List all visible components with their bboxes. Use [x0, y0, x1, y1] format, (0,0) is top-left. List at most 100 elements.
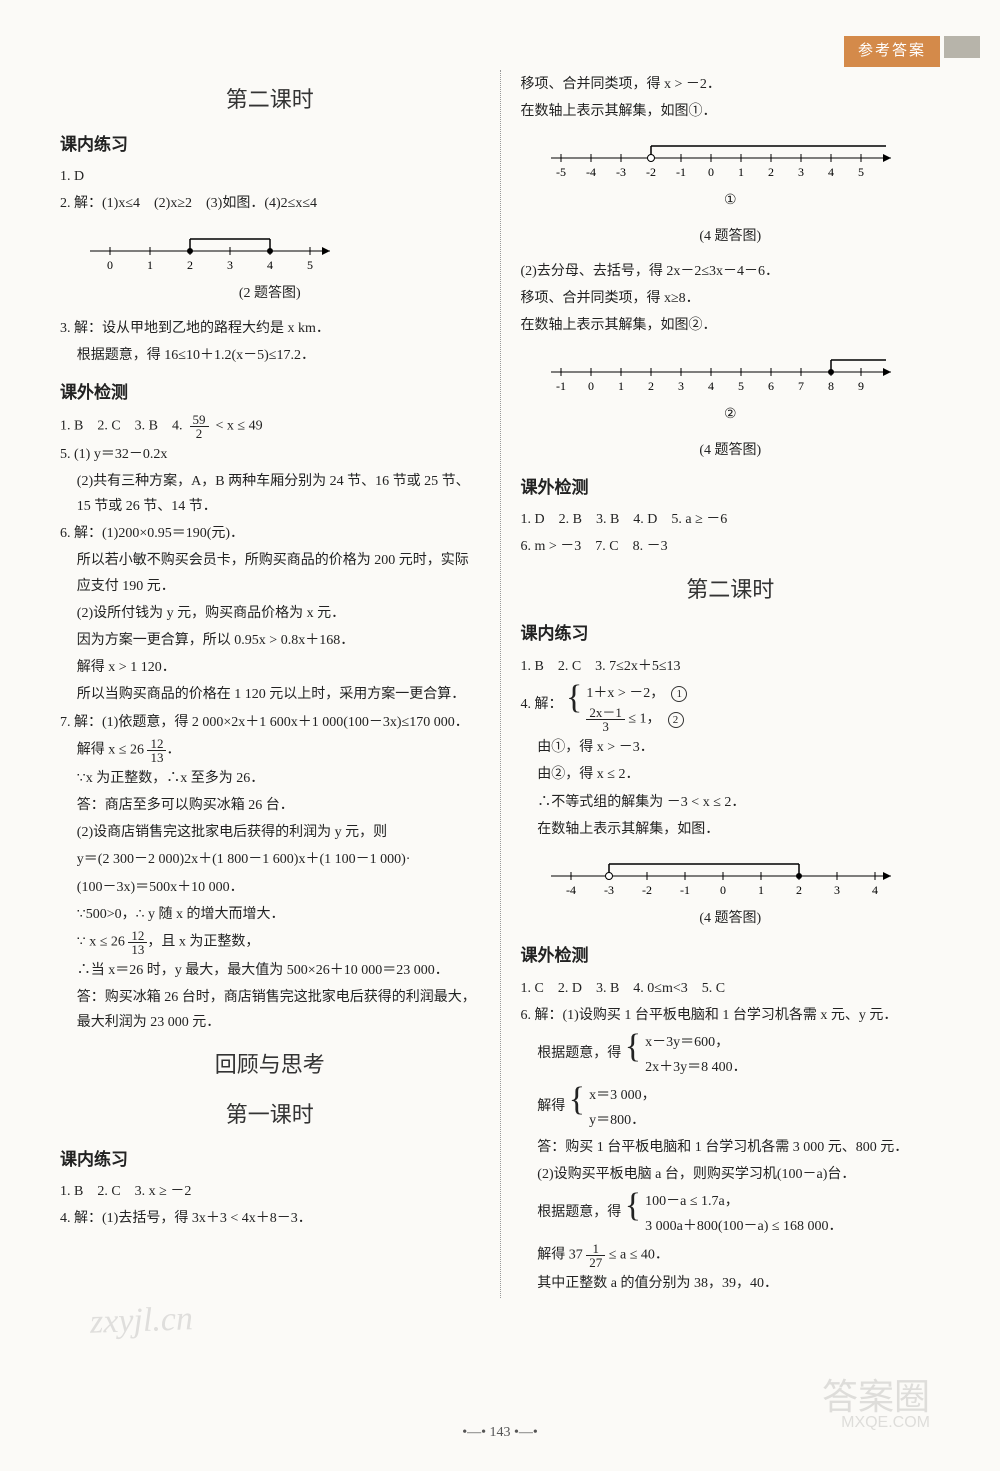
- svg-text:-4: -4: [586, 165, 596, 179]
- answer-line: 解得 x > 1 120．: [60, 655, 480, 680]
- svg-text:2: 2: [768, 165, 774, 179]
- answer-line: 6. 解：(1)200×0.95＝190(元)．: [60, 521, 480, 546]
- answer-line: 所以当购买商品的价格在 1 120 元以上时，采用方案一更合算．: [60, 682, 480, 707]
- svg-text:2: 2: [187, 258, 193, 272]
- svg-text:5: 5: [738, 379, 744, 393]
- fraction: 12 13: [147, 737, 166, 764]
- section-heading: 课内练习: [60, 130, 480, 161]
- answer-line: (100－3x)＝500x＋10 000．: [60, 875, 480, 900]
- number-line-A: -5-4-3 -2-10 123 45: [541, 138, 941, 182]
- answer-line: 6. 解：(1)设购买 1 台平板电脑和 1 台学习机各需 x 元、y 元．: [521, 1003, 941, 1028]
- svg-text:1: 1: [147, 258, 153, 272]
- svg-text:4: 4: [828, 165, 834, 179]
- svg-text:-5: -5: [556, 165, 566, 179]
- svg-text:9: 9: [858, 379, 864, 393]
- svg-text:3: 3: [227, 258, 233, 272]
- answer-line: 在数轴上表示其解集，如图①．: [521, 99, 941, 124]
- fraction: 12 13: [128, 929, 147, 956]
- svg-text:1: 1: [738, 165, 744, 179]
- fraction: 127: [586, 1242, 605, 1269]
- svg-text:1: 1: [758, 883, 764, 897]
- fraction: 592: [190, 413, 209, 440]
- svg-text:-1: -1: [676, 165, 686, 179]
- answer-line: 1. C 2. D 3. B 4. 0≤m<3 5. C: [521, 976, 941, 1001]
- answer-line: 根据题意，得 { x－3y＝600，2x＋3y＝8 400．: [521, 1030, 941, 1080]
- svg-text:-3: -3: [604, 883, 614, 897]
- svg-text:0: 0: [720, 883, 726, 897]
- svg-text:-1: -1: [556, 379, 566, 393]
- section-title: 回顾与思考: [60, 1045, 480, 1085]
- answer-line: 由②，得 x ≤ 2．: [521, 762, 941, 787]
- svg-text:4: 4: [708, 379, 714, 393]
- svg-text:-4: -4: [566, 883, 576, 897]
- number-line-B: -101 234 567 89: [541, 352, 941, 396]
- answer-line: y＝(2 300－2 000)2x＋(1 800－1 600)x＋(1 100－…: [60, 847, 480, 872]
- answer-line: 在数轴上表示其解集，如图②．: [521, 313, 941, 338]
- page-number: •—• 143 •—•: [0, 1420, 1000, 1445]
- answer-line: 由①，得 x > －3．: [521, 735, 941, 760]
- answer-line: 1. D: [60, 164, 480, 189]
- svg-text:5: 5: [858, 165, 864, 179]
- circle-label: ①: [521, 188, 941, 213]
- svg-text:0: 0: [708, 165, 714, 179]
- svg-text:5: 5: [307, 258, 313, 272]
- svg-text:2: 2: [796, 883, 802, 897]
- svg-text:0: 0: [107, 258, 113, 272]
- svg-text:-2: -2: [646, 165, 656, 179]
- number-line-1: 0 1 2 3 4 5: [80, 231, 480, 275]
- answer-line: 4. 解：(1)去括号，得 3x＋3 < 4x＋8－3．: [60, 1206, 480, 1231]
- svg-text:7: 7: [798, 379, 804, 393]
- answer-line: 1. B 2. C 3. 7≤2x＋5≤13: [521, 654, 941, 679]
- answer-line: 因为方案一更合算，所以 0.95x > 0.8x＋168．: [60, 628, 480, 653]
- answer-line: 答：购买冰箱 26 台时，商店销售完这批家电后获得的利润最大，最大利润为 23 …: [60, 985, 480, 1035]
- answer-line: 6. m > －3 7. C 8. －3: [521, 534, 941, 559]
- answer-line: 1. B 2. C 3. x ≥ －2: [60, 1179, 480, 1204]
- figure-caption: (4 题答图): [521, 224, 941, 249]
- lesson-title: 第二课时: [521, 570, 941, 610]
- section-heading: 课内练习: [521, 619, 941, 650]
- svg-text:3: 3: [678, 379, 684, 393]
- section-heading: 课内练习: [60, 1145, 480, 1176]
- answer-line: ∵x 为正整数，∴x 至多为 26．: [60, 766, 480, 791]
- answer-line: 在数轴上表示其解集，如图．: [521, 817, 941, 842]
- left-column: 第二课时 课内练习 1. D 2. 解：(1)x≤4 (2)x≥2 (3)如图．…: [60, 70, 480, 1298]
- answer-line: 其中正整数 a 的值分别为 38，39，40．: [521, 1271, 941, 1296]
- answer-line: (2)设所付钱为 y 元，购买商品价格为 x 元．: [60, 601, 480, 626]
- header-tab: 参考答案: [844, 36, 940, 67]
- answer-line: 2. 解：(1)x≤4 (2)x≥2 (3)如图．(4)2≤x≤4: [60, 191, 480, 216]
- answer-line: 4. 解： { 1＋x > －2， 1 2x－13 ≤ 1， 2: [521, 681, 941, 733]
- answer-line: 解得 37 127 ≤ a ≤ 40．: [521, 1242, 941, 1269]
- answer-line: 移项、合并同类项，得 x≥8．: [521, 286, 941, 311]
- answer-line: 3. 解：设从甲地到乙地的路程大约是 x km．: [60, 316, 480, 341]
- answer-line: (2)设购买平板电脑 a 台，则购买学习机(100－a)台．: [521, 1162, 941, 1187]
- answer-line: 5. (1) y＝32－0.2x: [60, 442, 480, 467]
- svg-text:4: 4: [267, 258, 273, 272]
- svg-text:-1: -1: [680, 883, 690, 897]
- answer-line: 1. D 2. B 3. B 4. D 5. a ≥ －6: [521, 507, 941, 532]
- fraction: 2x－13: [586, 706, 625, 733]
- number-line-C: -4-3-2 -101 234: [541, 856, 941, 900]
- answer-line: (2)去分母、去括号，得 2x－2≤3x－4－6．: [521, 259, 941, 284]
- answer-line: ∵500>0，∴ y 随 x 的增大而增大．: [60, 902, 480, 927]
- svg-text:-2: -2: [642, 883, 652, 897]
- circle-label: ②: [521, 402, 941, 427]
- answer-line: (2)共有三种方案，A，B 两种车厢分别为 24 节、16 节或 25 节、15…: [60, 469, 480, 519]
- answer-line: 所以若小敏不购买会员卡，所购买商品的价格为 200 元时，实际应支付 190 元…: [60, 548, 480, 598]
- figure-caption: (4 题答图): [521, 438, 941, 463]
- answer-line: 根据题意，得 { 100－a ≤ 1.7a，3 000a＋800(100－a) …: [521, 1189, 941, 1239]
- svg-text:-3: -3: [616, 165, 626, 179]
- svg-text:2: 2: [648, 379, 654, 393]
- svg-text:0: 0: [588, 379, 594, 393]
- answer-line: ∵ x ≤ 26 12 13 ，且 x 为正整数，: [60, 929, 480, 956]
- section-heading: 课外检测: [521, 941, 941, 972]
- lesson-title: 第二课时: [60, 80, 480, 120]
- svg-text:1: 1: [618, 379, 624, 393]
- answer-line: 1. B 2. C 3. B 4. 592 < x ≤ 49: [60, 413, 480, 440]
- figure-caption: (4 题答图): [521, 906, 941, 931]
- section-heading: 课外检测: [60, 378, 480, 409]
- answer-line: ∴当 x＝26 时，y 最大，最大值为 500×26＋10 000＝23 000…: [60, 958, 480, 983]
- svg-text:3: 3: [834, 883, 840, 897]
- answer-line: 根据题意，得 16≤10＋1.2(x－5)≤17.2．: [60, 343, 480, 368]
- answer-line: 答：商店至多可以购买冰箱 26 台．: [60, 793, 480, 818]
- answer-line: (2)设商店销售完这批家电后获得的利润为 y 元，则: [60, 820, 480, 845]
